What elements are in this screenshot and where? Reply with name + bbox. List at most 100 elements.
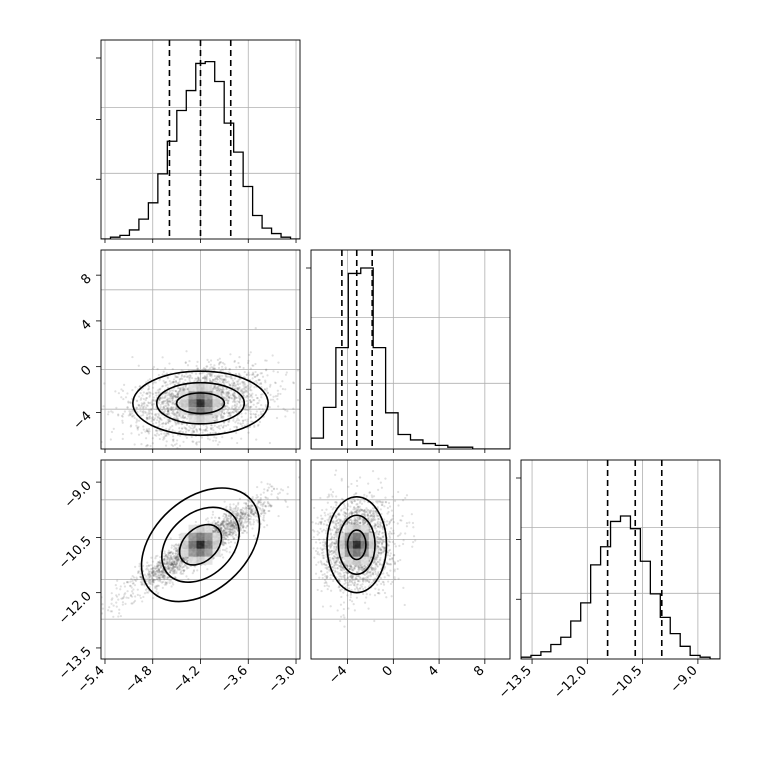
scatter-point (166, 408, 170, 411)
scatter-point (151, 404, 154, 407)
scatter-point (168, 428, 171, 431)
scatter-point (236, 388, 239, 391)
scatter-point (185, 567, 189, 570)
scatter-point (176, 393, 179, 397)
scatter-point (175, 560, 178, 564)
scatter-point (155, 434, 158, 437)
scatter-point (174, 547, 177, 550)
scatter-point (142, 412, 145, 415)
scatter-point (245, 373, 248, 376)
scatter-point (329, 528, 332, 531)
scatter-point (171, 367, 174, 371)
scatter-point (224, 515, 228, 518)
scatter-point (185, 556, 188, 560)
scatter-point (145, 392, 149, 395)
scatter-point (247, 359, 250, 362)
scatter-point (255, 381, 259, 384)
scatter-point (229, 521, 232, 524)
scatter-point (246, 396, 249, 399)
scatter-point (249, 505, 252, 508)
scatter-point (154, 413, 158, 416)
scatter-point (110, 610, 114, 613)
scatter-point (127, 414, 130, 417)
scatter-point (216, 376, 219, 379)
scatter-point (156, 564, 159, 567)
scatter-point (225, 391, 229, 394)
scatter-point (253, 499, 256, 502)
scatter-point (223, 430, 226, 433)
scatter-point (251, 396, 254, 399)
scatter-point (367, 607, 370, 610)
scatter-point (246, 405, 250, 408)
scatter-point (120, 597, 123, 600)
scatter-point (168, 394, 172, 397)
scatter-point (332, 559, 335, 562)
scatter-point (229, 515, 232, 518)
scatter-point (168, 557, 172, 560)
scatter-point (248, 505, 251, 508)
scatter-point (166, 562, 169, 565)
scatter-point (140, 582, 143, 586)
scatter-point (227, 420, 230, 423)
scatter-point (162, 405, 166, 408)
scatter-point (228, 384, 232, 387)
scatter-point (148, 394, 152, 397)
scatter-point (224, 537, 228, 540)
scatter-point (158, 562, 161, 565)
scatter-point (160, 422, 164, 425)
scatter-point (151, 399, 154, 402)
scatter-point (122, 383, 126, 386)
scatter-point (150, 412, 154, 415)
scatter-point (243, 387, 246, 390)
scatter-point (171, 397, 174, 400)
scatter-point (213, 530, 216, 533)
scatter-point (227, 517, 230, 521)
scatter-point (151, 579, 155, 582)
scatter-point (236, 380, 240, 383)
scatter-point (229, 545, 232, 548)
scatter-point (234, 372, 238, 376)
scatter-point (265, 387, 269, 390)
scatter-point (349, 575, 352, 578)
scatter-point (196, 367, 199, 370)
scatter-point (171, 558, 174, 562)
scatter-point (180, 377, 183, 380)
scatter-point (183, 557, 186, 560)
scatter-point (142, 428, 145, 431)
scatter-point (183, 564, 186, 567)
scatter-point (139, 398, 142, 401)
scatter-point (150, 571, 154, 575)
scatter-point (230, 396, 233, 400)
scatter-point (232, 411, 235, 414)
scatter-point (173, 569, 177, 572)
scatter-point (160, 432, 163, 435)
scatter-point (188, 380, 192, 383)
scatter-point (212, 379, 215, 382)
scatter-point (141, 410, 144, 414)
scatter-point (239, 405, 242, 408)
scatter-point (102, 405, 105, 408)
scatter-point (269, 393, 272, 397)
scatter-point (219, 361, 223, 364)
scatter-point (231, 526, 234, 529)
scatter-point (188, 378, 191, 381)
scatter-point (353, 578, 356, 582)
scatter-point (144, 437, 148, 440)
scatter-point (172, 569, 176, 572)
scatter-point (243, 507, 246, 510)
scatter-point (322, 557, 325, 560)
scatter-point (378, 530, 381, 533)
scatter-point (121, 419, 124, 422)
y-tick-label: 4 (78, 317, 94, 333)
scatter-point (121, 437, 124, 440)
scatter-point (149, 444, 152, 448)
scatter-point (160, 565, 163, 569)
scatter-point (235, 514, 238, 517)
scatter-point (203, 377, 206, 381)
scatter-point (201, 377, 204, 380)
scatter-point (219, 527, 222, 530)
scatter-point (340, 565, 343, 568)
scatter-point (227, 533, 230, 536)
scatter-point (214, 380, 217, 383)
scatter-point (219, 523, 222, 526)
